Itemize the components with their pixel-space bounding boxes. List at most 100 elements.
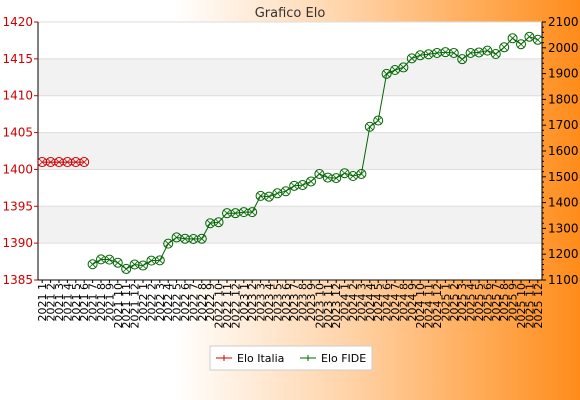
data-point-elo-fide bbox=[314, 168, 325, 179]
x-tick-label: 2022 5 bbox=[171, 283, 184, 322]
data-point-cross-elo-italia bbox=[63, 158, 71, 166]
data-point-elo-fide bbox=[499, 42, 510, 53]
data-point-cross-elo-fide bbox=[315, 170, 323, 178]
data-point-cross-elo-fide bbox=[425, 50, 433, 58]
data-point-cross-elo-fide bbox=[215, 218, 223, 226]
data-point-cross-elo-fide bbox=[509, 34, 517, 42]
data-point-elo-fide bbox=[440, 47, 451, 58]
data-point-elo-fide bbox=[146, 255, 157, 266]
data-point-cross-elo-fide bbox=[391, 66, 399, 74]
data-point-elo-italia bbox=[79, 157, 90, 168]
legend-label-elo-italia: Elo Italia bbox=[237, 352, 284, 365]
data-point-elo-fide bbox=[432, 47, 442, 58]
x-tick-label: 2023 9 bbox=[305, 283, 318, 322]
data-point-elo-fide bbox=[507, 33, 518, 44]
data-point-elo-fide bbox=[532, 34, 543, 45]
data-point-cross-elo-fide bbox=[299, 181, 307, 189]
x-tick-label: 2024 5 bbox=[372, 283, 385, 322]
data-point-cross-elo-fide bbox=[383, 70, 391, 78]
right-tick-label: 1400 bbox=[548, 196, 579, 210]
x-tick-label: 2025 6 bbox=[481, 283, 494, 322]
x-tick-label: 2022 6 bbox=[179, 283, 192, 322]
left-tick-label: 1420 bbox=[2, 15, 33, 29]
legend-label-elo-fide: Elo FIDE bbox=[321, 352, 366, 365]
data-point-cross-elo-fide bbox=[483, 47, 491, 55]
x-tick-label: 2022 8 bbox=[196, 283, 209, 322]
data-point-elo-fide bbox=[112, 257, 123, 268]
data-point-elo-fide bbox=[163, 238, 174, 249]
right-axis-ticks: 1100 1200 1300 1400 1500 1600 1700 1800 1900 2000… bbox=[542, 15, 579, 287]
data-point-elo-fide bbox=[264, 191, 274, 202]
data-point-cross-elo-fide bbox=[433, 49, 441, 57]
data-point-elo-italia bbox=[62, 157, 73, 168]
x-tick-label: 2021 3 bbox=[53, 283, 66, 322]
data-point-cross-elo-fide bbox=[198, 235, 206, 243]
left-tick-label: 1410 bbox=[2, 89, 33, 103]
data-point-cross-elo-fide bbox=[500, 43, 508, 51]
data-point-elo-fide bbox=[96, 254, 106, 265]
data-point-elo-fide bbox=[516, 39, 526, 50]
data-point-elo-fide bbox=[280, 186, 291, 197]
data-point-cross-elo-fide bbox=[105, 256, 113, 264]
data-point-cross-elo-italia bbox=[80, 158, 88, 166]
data-point-cross-elo-fide bbox=[441, 48, 449, 56]
x-tick-label: 2023 2 bbox=[246, 283, 259, 322]
data-point-elo-fide bbox=[482, 45, 493, 56]
data-point-cross-elo-fide bbox=[181, 235, 189, 243]
data-point-elo-fide bbox=[222, 208, 232, 219]
data-point-elo-fide bbox=[364, 121, 375, 132]
data-point-elo-italia bbox=[54, 157, 64, 168]
data-point-elo-italia bbox=[70, 157, 81, 168]
x-tick-label: 2025 12 bbox=[532, 283, 545, 329]
right-tick-label: 1600 bbox=[548, 144, 579, 158]
data-point-elo-fide bbox=[129, 259, 140, 270]
data-point-elo-fide bbox=[322, 172, 333, 183]
x-tick-label: 2021 10 bbox=[112, 283, 125, 329]
left-axis-ticks: 1385 1390 1395 1400 1405 1410 1415 1420 bbox=[2, 15, 38, 287]
data-point-elo-fide bbox=[448, 47, 459, 58]
data-point-elo-fide bbox=[196, 233, 207, 244]
data-point-cross-elo-fide bbox=[147, 257, 155, 265]
left-tick-label: 1415 bbox=[2, 52, 33, 66]
data-point-elo-fide bbox=[154, 255, 165, 266]
x-tick-label: 2021 7 bbox=[87, 283, 100, 322]
data-point-elo-fide bbox=[297, 180, 308, 191]
x-tick-label: 2021 6 bbox=[78, 283, 91, 322]
chart-title: Grafico Elo bbox=[255, 6, 326, 21]
data-point-cross-elo-fide bbox=[366, 123, 374, 131]
right-tick-label: 2000 bbox=[548, 41, 579, 55]
x-tick-label: 2024 10 bbox=[414, 283, 427, 329]
x-tick-label: 2024 3 bbox=[355, 283, 368, 322]
x-tick-label: 2023 12 bbox=[330, 283, 343, 329]
data-point-cross-elo-italia bbox=[55, 158, 63, 166]
data-point-cross-elo-fide bbox=[324, 174, 332, 182]
data-point-elo-fide bbox=[457, 54, 468, 65]
x-tick-label: 2021 5 bbox=[70, 283, 83, 322]
data-point-cross-elo-fide bbox=[408, 54, 416, 62]
x-tick-label: 2023 6 bbox=[280, 283, 293, 322]
x-tick-label: 2022 9 bbox=[204, 283, 217, 322]
x-tick-label: 2023 10 bbox=[313, 283, 326, 329]
x-tick-label: 2023 4 bbox=[263, 283, 276, 322]
x-tick-label: 2021 8 bbox=[95, 283, 108, 322]
data-point-elo-fide bbox=[356, 168, 367, 179]
left-tick-label: 1400 bbox=[2, 162, 33, 176]
data-point-cross-elo-fide bbox=[231, 209, 239, 217]
data-point-cross-elo-fide bbox=[273, 189, 281, 197]
data-point-cross-elo-fide bbox=[257, 192, 265, 200]
x-tick-label: 2022 4 bbox=[162, 283, 175, 322]
data-point-cross-elo-fide bbox=[248, 208, 256, 216]
data-point-cross-elo-fide bbox=[475, 48, 483, 56]
data-point-cross-elo-fide bbox=[290, 182, 298, 190]
data-point-elo-fide bbox=[398, 62, 409, 73]
data-point-elo-fide bbox=[490, 48, 501, 59]
data-point-cross-elo-fide bbox=[399, 63, 407, 71]
right-tick-label: 2100 bbox=[548, 15, 579, 29]
left-tick-label: 1395 bbox=[2, 199, 33, 213]
x-tick-label: 2024 12 bbox=[431, 283, 444, 329]
x-tick-label: 2025 3 bbox=[456, 283, 469, 322]
legend: Elo Italia Elo FIDE bbox=[209, 345, 373, 371]
series-layer bbox=[37, 31, 543, 274]
x-tick-label: 2024 8 bbox=[397, 283, 410, 322]
